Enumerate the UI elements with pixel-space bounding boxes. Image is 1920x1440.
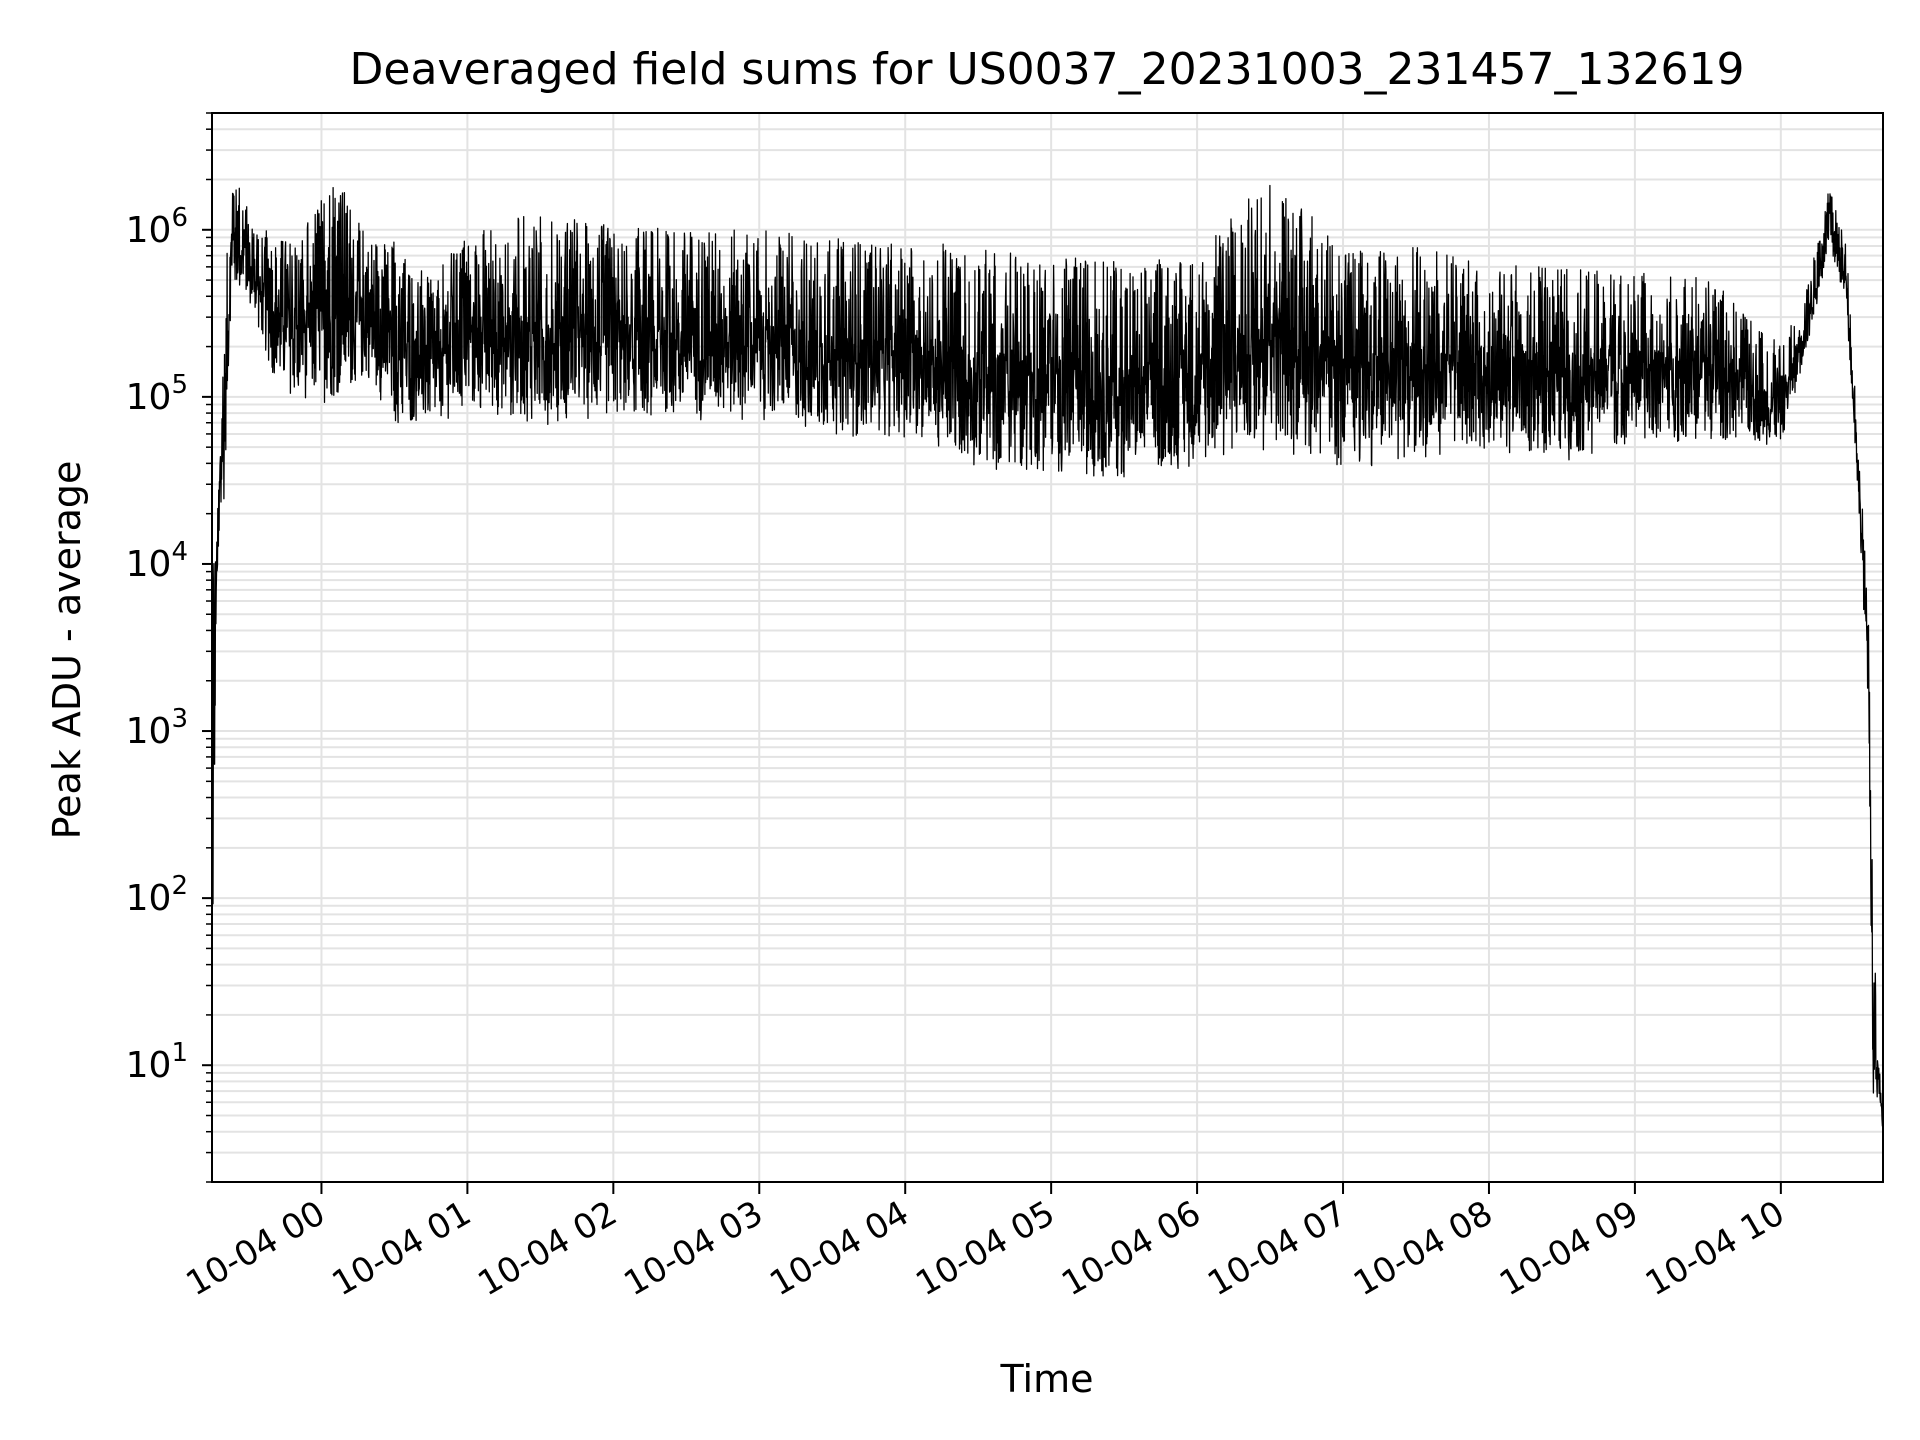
plot-frame <box>211 112 1884 1183</box>
y-tick-base: 10 <box>126 711 172 752</box>
y-tick-base: 10 <box>126 1045 172 1086</box>
y-tick-exponent: 5 <box>171 370 188 400</box>
chart-title: Deaveraged field sums for US0037_2023100… <box>350 44 1745 95</box>
y-tick-label: 104 <box>126 537 188 585</box>
y-tick-exponent: 3 <box>171 704 188 734</box>
y-tick-base: 10 <box>126 377 172 418</box>
y-tick-base: 10 <box>126 210 172 251</box>
series-layer <box>211 184 1884 1127</box>
y-tick-label: 102 <box>126 871 188 919</box>
series-line <box>211 184 1884 1127</box>
y-tick-label: 101 <box>126 1038 188 1086</box>
x-axis-label: Time <box>1000 1357 1094 1401</box>
y-tick-exponent: 1 <box>171 1038 188 1068</box>
y-tick-label: 106 <box>126 203 188 251</box>
y-axis-label: Peak ADU - average <box>45 461 89 840</box>
y-tick-base: 10 <box>126 878 172 919</box>
y-tick-label: 103 <box>126 704 188 752</box>
y-tick-base: 10 <box>126 544 172 585</box>
y-tick-exponent: 6 <box>171 203 188 233</box>
y-tick-exponent: 4 <box>171 537 188 567</box>
y-tick-label: 105 <box>126 370 188 418</box>
y-tick-exponent: 2 <box>171 871 188 901</box>
